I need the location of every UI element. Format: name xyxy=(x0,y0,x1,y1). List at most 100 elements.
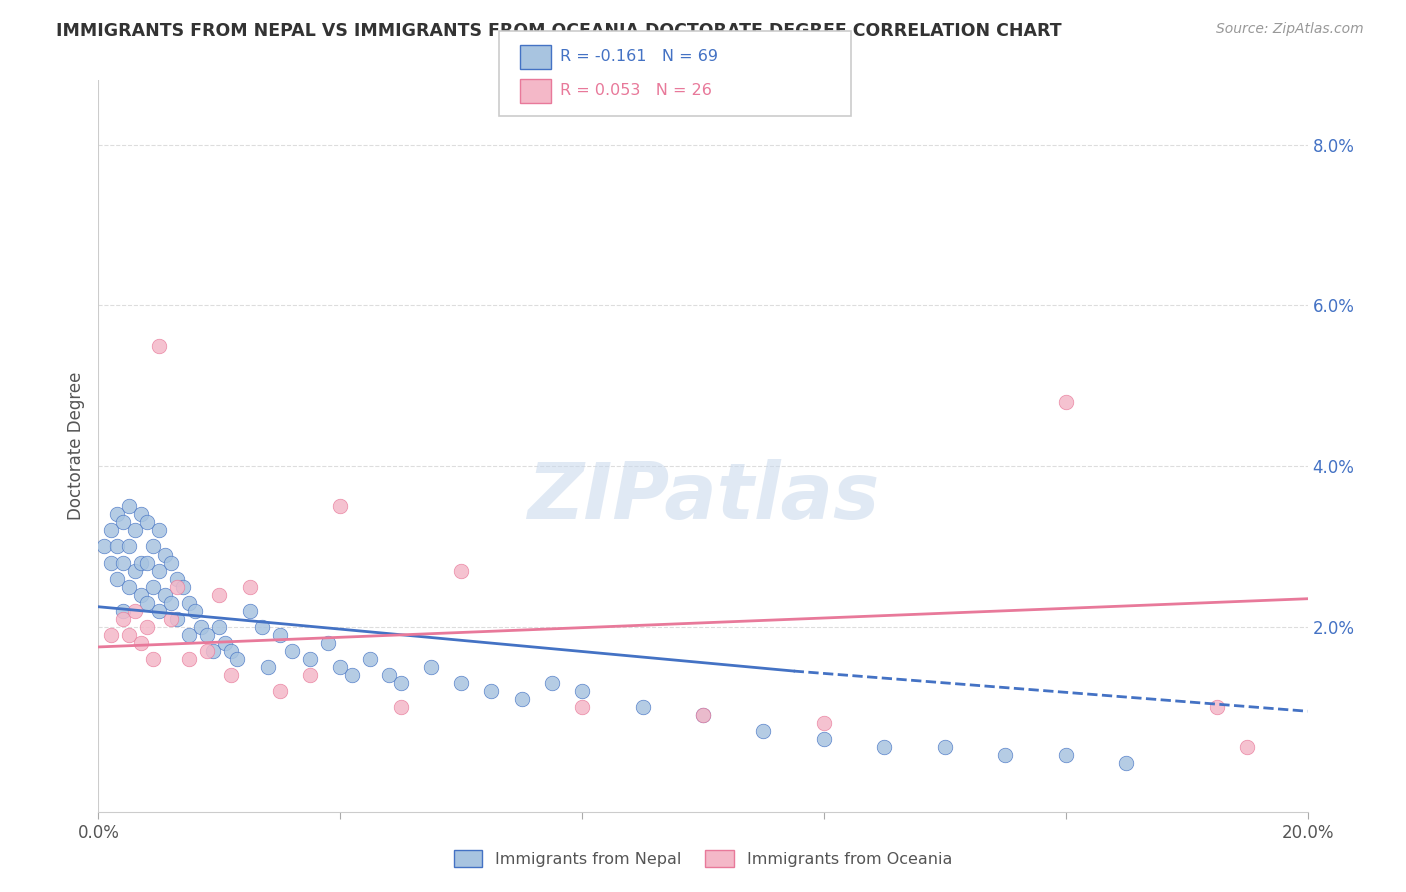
Point xyxy=(510,692,533,706)
Point xyxy=(202,644,225,658)
Point xyxy=(420,660,443,674)
Point xyxy=(179,652,201,666)
Point xyxy=(873,740,896,755)
Point xyxy=(329,660,352,674)
Point xyxy=(179,596,201,610)
Point xyxy=(256,660,278,674)
Text: R = 0.053   N = 26: R = 0.053 N = 26 xyxy=(560,83,711,97)
Point xyxy=(148,564,170,578)
Point xyxy=(813,732,835,747)
Point xyxy=(299,668,322,682)
Point xyxy=(100,524,122,538)
Point xyxy=(166,612,188,626)
Point xyxy=(631,700,654,714)
Point xyxy=(118,540,141,554)
Point xyxy=(692,708,714,723)
Point xyxy=(239,604,262,618)
Point xyxy=(129,636,152,650)
Point xyxy=(208,620,231,634)
Point xyxy=(221,668,243,682)
Point xyxy=(153,588,176,602)
Y-axis label: Doctorate Degree: Doctorate Degree xyxy=(66,372,84,520)
Point xyxy=(269,628,291,642)
Point xyxy=(377,668,399,682)
Point xyxy=(100,628,122,642)
Point xyxy=(1115,756,1137,771)
Point xyxy=(281,644,304,658)
Point xyxy=(105,508,128,522)
Point xyxy=(208,588,231,602)
Point xyxy=(184,604,207,618)
Point xyxy=(450,564,472,578)
Point xyxy=(129,508,152,522)
Point xyxy=(111,516,134,530)
Text: IMMIGRANTS FROM NEPAL VS IMMIGRANTS FROM OCEANIA DOCTORATE DEGREE CORRELATION CH: IMMIGRANTS FROM NEPAL VS IMMIGRANTS FROM… xyxy=(56,22,1062,40)
Point xyxy=(1206,700,1229,714)
Point xyxy=(118,628,141,642)
Point xyxy=(214,636,236,650)
Point xyxy=(190,620,212,634)
Point xyxy=(129,588,152,602)
Point xyxy=(118,580,141,594)
Point xyxy=(692,708,714,723)
Point xyxy=(571,700,593,714)
Point xyxy=(226,652,249,666)
Point xyxy=(111,556,134,570)
Point xyxy=(148,604,170,618)
Point xyxy=(299,652,322,666)
Point xyxy=(571,684,593,698)
Point xyxy=(105,572,128,586)
Point xyxy=(124,524,146,538)
Point xyxy=(166,580,188,594)
Point xyxy=(160,596,183,610)
Point xyxy=(269,684,291,698)
Point xyxy=(450,676,472,690)
Point xyxy=(752,724,775,739)
Point xyxy=(111,612,134,626)
Point xyxy=(124,564,146,578)
Point xyxy=(135,516,157,530)
Point xyxy=(111,604,134,618)
Point xyxy=(221,644,243,658)
Point xyxy=(994,748,1017,763)
Point xyxy=(195,628,218,642)
Point xyxy=(135,556,157,570)
Point xyxy=(329,500,352,514)
Point xyxy=(118,500,141,514)
Point xyxy=(148,524,170,538)
Text: ZIPatlas: ZIPatlas xyxy=(527,459,879,535)
Point xyxy=(239,580,262,594)
Text: R = -0.161   N = 69: R = -0.161 N = 69 xyxy=(560,49,717,63)
Point xyxy=(934,740,956,755)
Point xyxy=(142,540,165,554)
Point xyxy=(153,548,176,562)
Point xyxy=(540,676,562,690)
Point xyxy=(135,596,157,610)
Point xyxy=(100,556,122,570)
Point xyxy=(389,700,412,714)
Point xyxy=(93,540,115,554)
Point xyxy=(105,540,128,554)
Point xyxy=(342,668,364,682)
Point xyxy=(179,628,201,642)
Point xyxy=(142,652,165,666)
Point xyxy=(360,652,382,666)
Point xyxy=(1236,740,1258,755)
Point xyxy=(129,556,152,570)
Point xyxy=(481,684,503,698)
Point xyxy=(1054,748,1077,763)
Legend: Immigrants from Nepal, Immigrants from Oceania: Immigrants from Nepal, Immigrants from O… xyxy=(447,844,959,873)
Point xyxy=(166,572,188,586)
Point xyxy=(389,676,412,690)
Point xyxy=(813,716,835,731)
Text: Source: ZipAtlas.com: Source: ZipAtlas.com xyxy=(1216,22,1364,37)
Point xyxy=(316,636,339,650)
Point xyxy=(148,338,170,352)
Point xyxy=(1054,394,1077,409)
Point xyxy=(160,556,183,570)
Point xyxy=(250,620,273,634)
Point xyxy=(160,612,183,626)
Point xyxy=(142,580,165,594)
Point xyxy=(135,620,157,634)
Point xyxy=(124,604,146,618)
